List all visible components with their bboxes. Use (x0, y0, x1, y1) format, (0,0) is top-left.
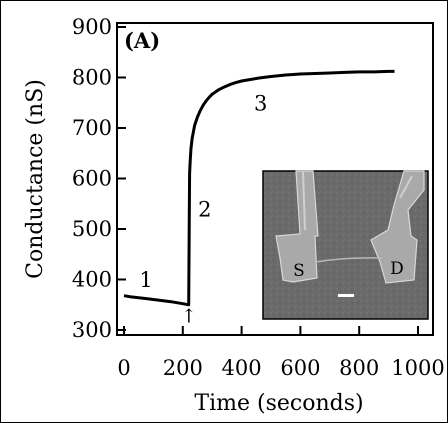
y-tick-label: 500 (72, 217, 112, 241)
drain-electrode-highlight (399, 175, 413, 199)
annotation-label: 2 (198, 197, 211, 221)
y-tick-label: 900 (72, 15, 112, 39)
source-electrode (275, 170, 319, 283)
nanowire (315, 257, 383, 263)
y-tick-label: 800 (72, 66, 112, 90)
inset-label-source: S (293, 261, 305, 281)
x-axis: 0 200 400 600 800 1000 (117, 326, 445, 380)
y-tick-label: 600 (72, 167, 112, 191)
x-tick-label: 200 (163, 356, 203, 380)
inset-label-drain: D (390, 259, 404, 279)
source-electrode-highlight (302, 170, 306, 231)
x-tick-label: 400 (222, 356, 262, 380)
y-axis: 300 400 500 600 700 800 900 (72, 15, 126, 342)
annotation-label: 1 (139, 268, 152, 292)
x-tick-label: 800 (339, 356, 379, 380)
annotations: 1 2 3 ↑ (139, 91, 267, 327)
drain-electrode (370, 170, 425, 284)
x-axis-title: Time (seconds) (194, 391, 363, 416)
panel-label: (A) (124, 28, 160, 53)
inset-micrograph: S D (262, 170, 429, 320)
y-axis-title: Conductance (nS) (23, 79, 48, 279)
annotation-label: ↑ (181, 305, 197, 327)
series-line (123, 69, 395, 307)
y-tick-label: 400 (72, 268, 112, 292)
scale-bar (338, 294, 354, 297)
y-tick-label: 300 (72, 318, 112, 342)
x-tick-label: 600 (280, 356, 320, 380)
x-tick-label: 0 (117, 356, 130, 380)
x-tick-label: 1000 (391, 356, 444, 380)
annotation-label: 3 (254, 91, 267, 115)
y-tick-label: 700 (72, 116, 112, 140)
